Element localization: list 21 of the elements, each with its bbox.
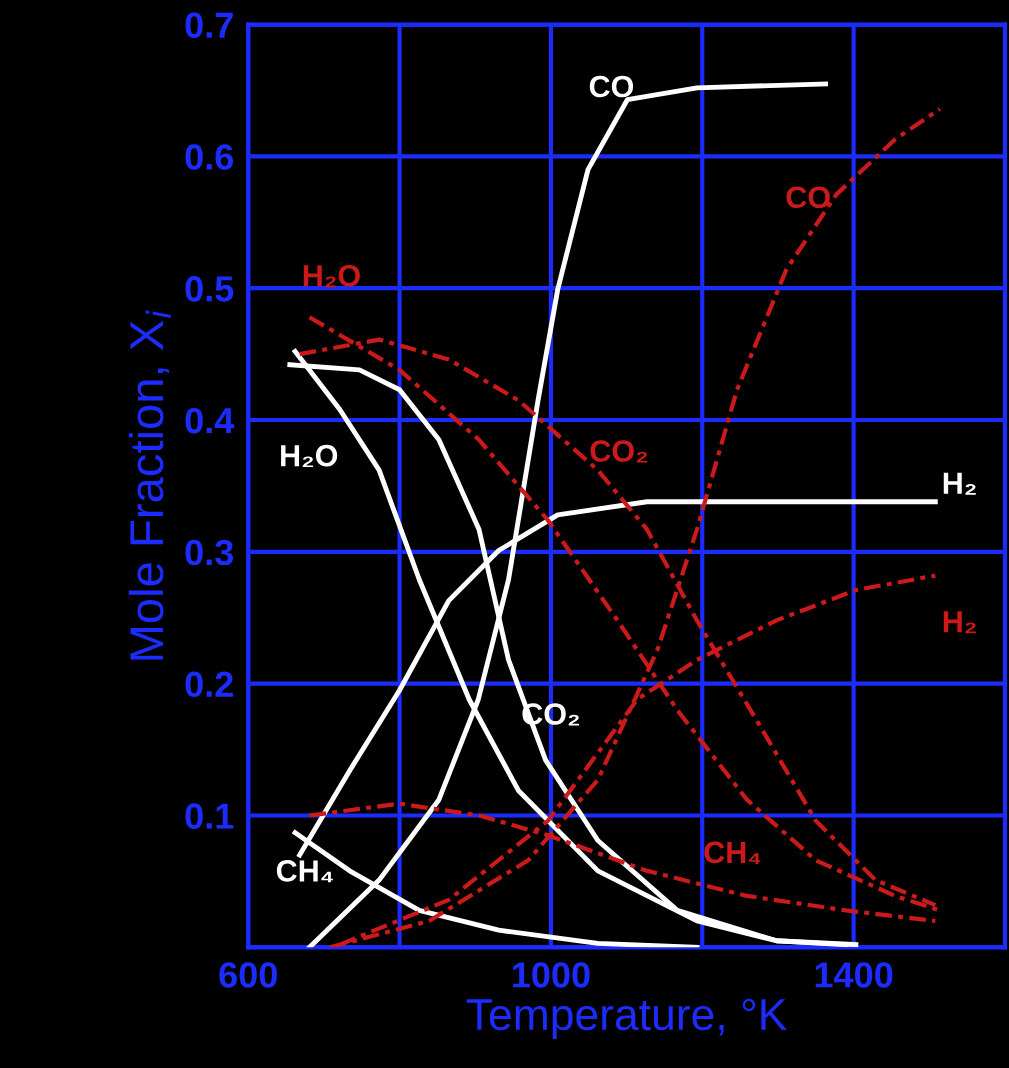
series-label: H₂ — [943, 611, 976, 634]
series-label: CO — [589, 75, 634, 98]
y-tick-label: 0.2 — [185, 671, 233, 698]
x-tick-label: 600 — [219, 962, 277, 988]
y-tick-label: 0.5 — [185, 276, 234, 302]
y-tick-label: 0.3 — [185, 539, 234, 566]
series-label: H₂ — [943, 472, 976, 495]
series-label: CO₂ — [590, 440, 648, 463]
series-label: H₂O — [303, 264, 360, 288]
x-tick-label: 1000 — [513, 962, 590, 988]
x-axis-title: Temperature, °K — [466, 998, 787, 1040]
series-label: CH₄ — [276, 860, 333, 883]
x-tick-label: 1400 — [815, 962, 893, 988]
y-tick-label: 0.7 — [185, 12, 233, 38]
y-tick-label: 0.6 — [185, 144, 234, 170]
series-label: CH₄ — [704, 841, 761, 864]
series-label: CO — [786, 186, 830, 209]
y-tick-label: 0.1 — [185, 803, 234, 829]
y-tick-label: 0.4 — [185, 407, 235, 434]
series-label: H₂O — [281, 444, 338, 468]
y-axis-title: Mole Fraction, X$_{i}$ — [128, 310, 171, 660]
